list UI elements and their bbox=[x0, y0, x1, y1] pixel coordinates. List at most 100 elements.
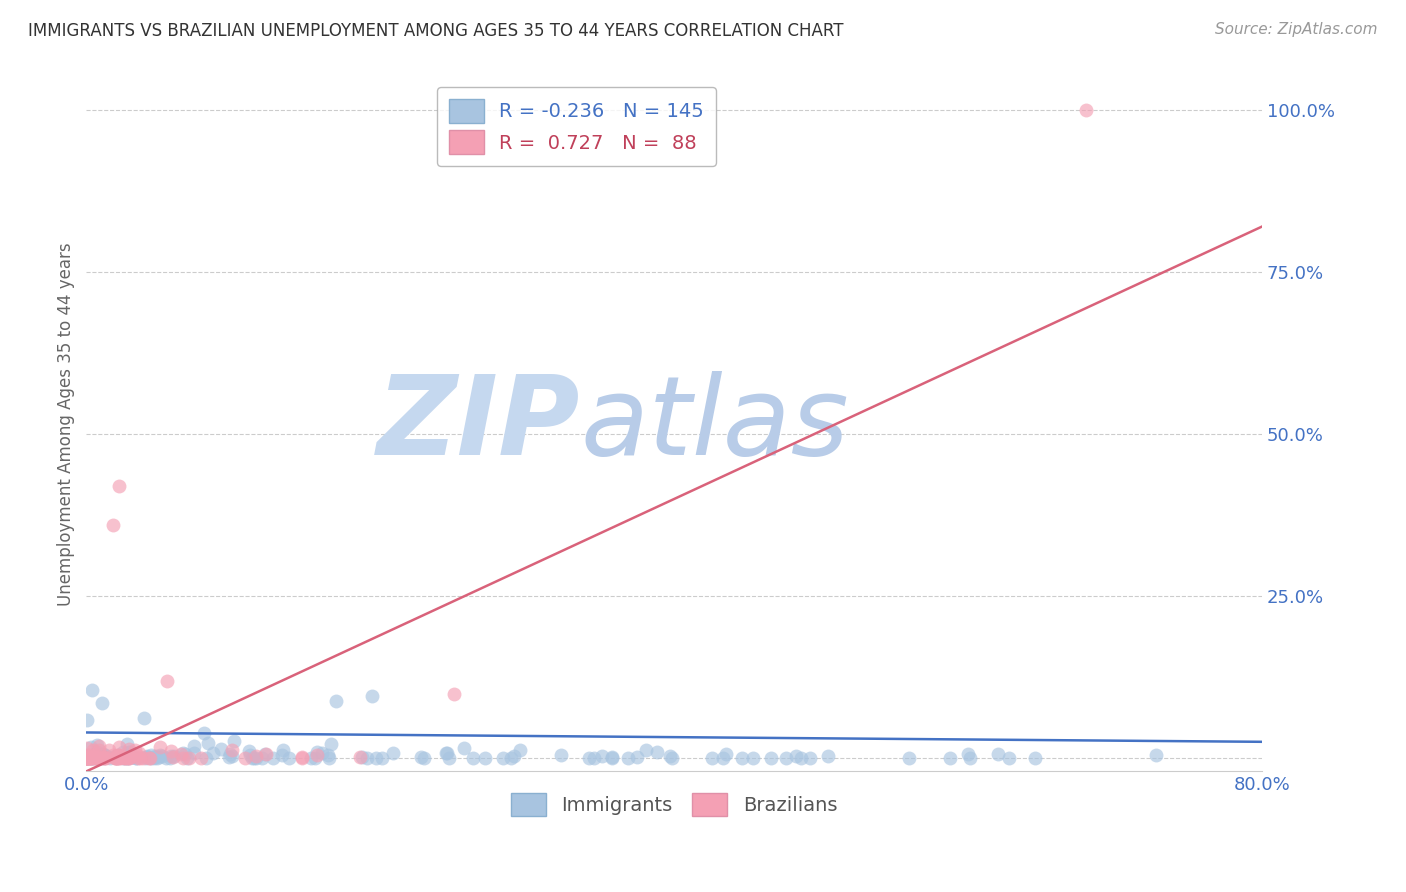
Point bbox=[97, 743, 120, 757]
Point bbox=[139, 748, 162, 763]
Point bbox=[156, 673, 179, 688]
Point bbox=[148, 750, 170, 764]
Point bbox=[775, 751, 797, 765]
Point bbox=[76, 750, 98, 764]
Point bbox=[219, 747, 242, 761]
Point bbox=[307, 748, 329, 763]
Point bbox=[413, 751, 436, 765]
Point bbox=[790, 751, 813, 765]
Point bbox=[240, 751, 263, 765]
Point bbox=[270, 747, 292, 762]
Point bbox=[1144, 747, 1167, 762]
Point bbox=[352, 750, 374, 764]
Point bbox=[125, 751, 148, 765]
Point bbox=[76, 714, 98, 728]
Point bbox=[132, 711, 155, 725]
Point bbox=[209, 741, 232, 756]
Point bbox=[80, 751, 103, 765]
Point bbox=[135, 751, 157, 765]
Point bbox=[108, 751, 131, 765]
Point bbox=[149, 748, 172, 763]
Point bbox=[149, 739, 172, 754]
Point bbox=[75, 750, 97, 764]
Point bbox=[135, 750, 157, 764]
Point bbox=[87, 751, 110, 765]
Point bbox=[83, 750, 105, 764]
Point bbox=[114, 751, 136, 765]
Point bbox=[143, 749, 166, 764]
Point bbox=[118, 749, 141, 764]
Point bbox=[104, 751, 127, 765]
Point bbox=[938, 751, 960, 765]
Point bbox=[76, 750, 98, 764]
Point bbox=[93, 751, 115, 765]
Point bbox=[93, 748, 115, 763]
Point bbox=[291, 750, 314, 764]
Point bbox=[117, 751, 139, 765]
Point bbox=[381, 746, 404, 760]
Text: IMMIGRANTS VS BRAZILIAN UNEMPLOYMENT AMONG AGES 35 TO 44 YEARS CORRELATION CHART: IMMIGRANTS VS BRAZILIAN UNEMPLOYMENT AMO… bbox=[28, 22, 844, 40]
Point bbox=[245, 748, 267, 763]
Point bbox=[87, 751, 110, 765]
Point bbox=[957, 747, 980, 761]
Point bbox=[79, 751, 101, 765]
Point bbox=[79, 750, 101, 764]
Point bbox=[233, 751, 256, 765]
Point bbox=[120, 750, 142, 764]
Point bbox=[634, 743, 657, 757]
Point bbox=[591, 749, 613, 764]
Point bbox=[80, 740, 103, 755]
Point bbox=[273, 743, 295, 757]
Point bbox=[461, 751, 484, 765]
Point bbox=[76, 750, 98, 764]
Point bbox=[759, 751, 782, 765]
Point bbox=[75, 751, 97, 765]
Point bbox=[349, 750, 371, 764]
Point bbox=[785, 749, 807, 764]
Point bbox=[897, 751, 920, 765]
Point bbox=[93, 751, 115, 765]
Point bbox=[997, 751, 1019, 765]
Point bbox=[124, 743, 146, 757]
Point bbox=[578, 751, 600, 765]
Point bbox=[172, 751, 194, 765]
Point bbox=[550, 748, 572, 763]
Point bbox=[443, 687, 465, 701]
Point bbox=[742, 751, 765, 765]
Point bbox=[107, 750, 129, 764]
Point bbox=[987, 747, 1010, 762]
Point bbox=[143, 751, 166, 765]
Point bbox=[107, 747, 129, 762]
Point bbox=[155, 751, 177, 765]
Point bbox=[959, 751, 981, 765]
Point bbox=[75, 749, 97, 764]
Point bbox=[107, 747, 129, 762]
Point bbox=[146, 751, 169, 765]
Point bbox=[176, 751, 198, 765]
Point bbox=[201, 746, 224, 760]
Point bbox=[87, 739, 110, 753]
Point bbox=[193, 726, 215, 740]
Point bbox=[104, 748, 127, 763]
Point bbox=[125, 751, 148, 765]
Point bbox=[453, 741, 475, 756]
Point bbox=[117, 751, 139, 765]
Point bbox=[96, 749, 118, 764]
Point bbox=[583, 751, 606, 765]
Point bbox=[86, 747, 108, 761]
Point bbox=[128, 746, 150, 760]
Point bbox=[93, 747, 115, 762]
Point bbox=[658, 749, 681, 764]
Point bbox=[150, 748, 173, 763]
Point bbox=[105, 751, 128, 765]
Point bbox=[105, 751, 128, 765]
Point bbox=[626, 750, 648, 764]
Point bbox=[711, 751, 734, 765]
Point bbox=[361, 689, 384, 703]
Point bbox=[250, 751, 273, 765]
Point bbox=[474, 751, 496, 765]
Point bbox=[661, 751, 683, 765]
Legend: Immigrants, Brazilians: Immigrants, Brazilians bbox=[503, 785, 845, 824]
Point bbox=[75, 750, 97, 764]
Point bbox=[291, 750, 314, 764]
